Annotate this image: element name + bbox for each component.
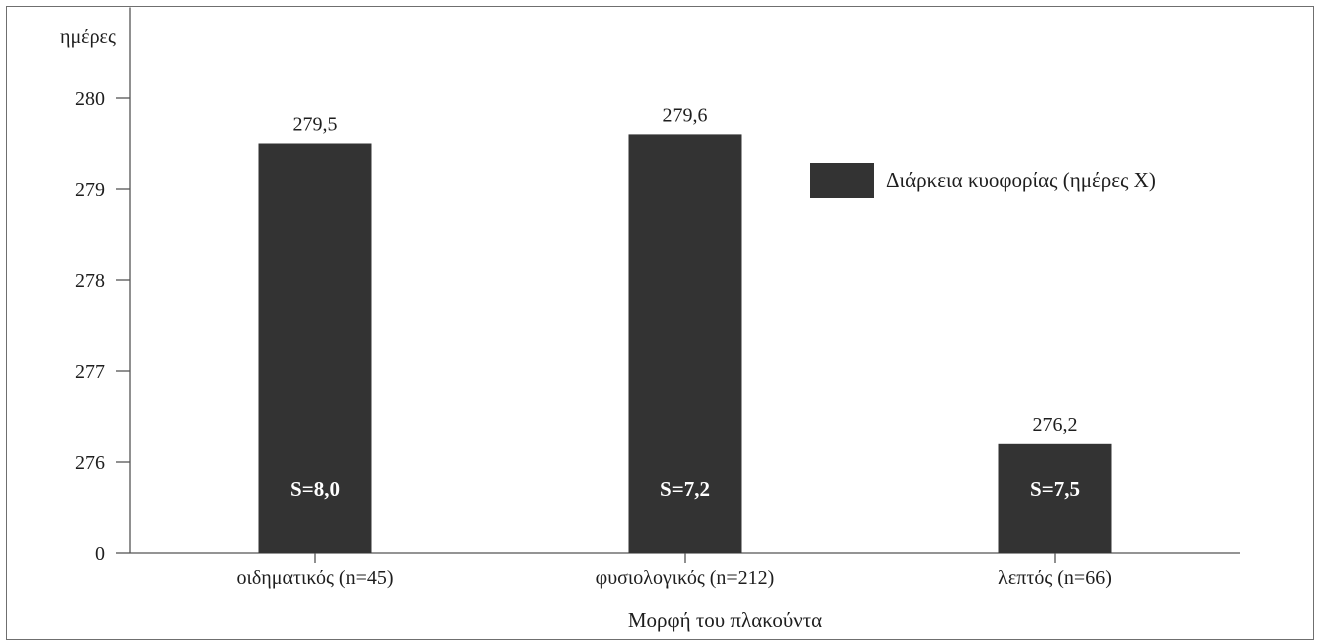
bar-std-label: S=7,5 (1030, 477, 1080, 501)
bar-std-label: S=8,0 (290, 477, 340, 501)
bar-value-label: 279,6 (663, 104, 708, 126)
y-tick-label: 280 (75, 88, 105, 110)
bar-std-label: S=7,2 (660, 477, 710, 501)
bar (998, 443, 1112, 553)
category-label: λεπτός (n=66) (998, 567, 1112, 589)
y-tick-label: 278 (75, 270, 105, 292)
bar-value-label: 276,2 (1033, 414, 1078, 436)
bar (628, 134, 742, 553)
bar-value-label: 279,5 (293, 114, 338, 136)
y-axis-unit-label: ημέρες (60, 26, 116, 48)
y-tick-label: 279 (75, 179, 105, 201)
category-label: φυσιολογικός (n=212) (596, 567, 775, 589)
legend-swatch (810, 163, 874, 198)
x-axis-title: Μορφή του πλακούντα (628, 608, 822, 632)
bars: 279,5 S=8,0 οιδηματικός (n=45) 279,6 S=7,2 φυ… (236, 104, 1111, 589)
y-tick-label: 277 (75, 361, 105, 383)
bar (258, 143, 372, 553)
y-tick-label: 276 (75, 452, 105, 474)
y-tick-label: 0 (95, 543, 105, 565)
legend-label: Διάρκεια κυοφορίας (ημέρες X) (886, 168, 1156, 192)
category-label: οιδηματικός (n=45) (236, 567, 393, 589)
